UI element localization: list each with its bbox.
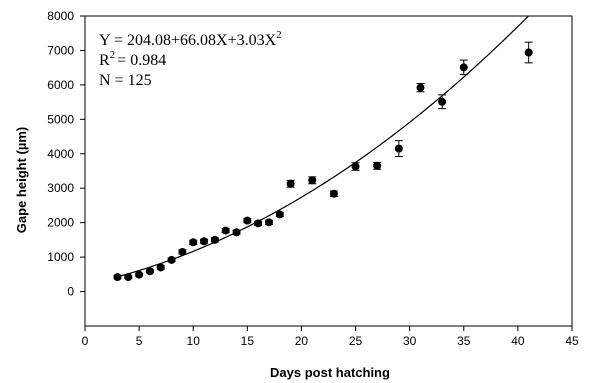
y-tick-label: 4000 [47, 147, 74, 161]
data-point [178, 247, 187, 256]
data-point [416, 83, 425, 92]
data-point [221, 226, 230, 235]
data-point [124, 273, 133, 282]
axes: 0 5 10 15 20 25 30 35 40 45 0 1000 2000 3000 4000 5000 6… [47, 9, 579, 348]
equation-text: Y = 204.08+66.08X+3.03X2 [99, 29, 282, 49]
y-tick-label: 0 [67, 285, 74, 299]
data-point [156, 263, 165, 272]
x-tick-label: 25 [349, 334, 363, 348]
y-tick-label: 1000 [47, 250, 74, 264]
y-tick-label: 8000 [47, 9, 74, 23]
x-tick-label: 35 [457, 334, 471, 348]
r-squared-text: R2 = 0.984 [99, 49, 166, 69]
fit-curve [117, 15, 530, 278]
data-point [254, 219, 263, 228]
data-point [189, 238, 198, 247]
x-axis-title: Days post hatching [270, 365, 390, 380]
data-point [210, 235, 219, 244]
data-point [232, 228, 241, 237]
y-tick-label: 6000 [47, 78, 74, 92]
data-point [524, 48, 533, 57]
data-point [329, 189, 338, 198]
data-point [264, 218, 273, 227]
y-axis-title: Gape height (µm) [14, 127, 29, 233]
plot-area [113, 15, 533, 282]
y-tick-label: 5000 [47, 112, 74, 126]
data-point [308, 176, 317, 185]
y-tick-label: 2000 [47, 216, 74, 230]
x-tick-label: 40 [511, 334, 525, 348]
x-tick-label: 5 [136, 334, 143, 348]
y-tick-label: 7000 [47, 43, 74, 57]
data-point [373, 161, 382, 170]
x-tick-label: 30 [403, 334, 417, 348]
data-point [351, 162, 360, 171]
data-point [275, 210, 284, 219]
y-tick-label: 3000 [47, 181, 74, 195]
data-point [438, 97, 447, 106]
sample-size-text: N = 125 [99, 72, 152, 89]
data-point [200, 237, 209, 246]
x-tick-label: 0 [82, 334, 89, 348]
data-point [459, 63, 468, 72]
x-tick-label: 45 [565, 334, 579, 348]
plot-frame [84, 15, 573, 327]
data-point [394, 144, 403, 153]
data-point [135, 270, 144, 279]
fit-annotation: Y = 204.08+66.08X+3.03X2 R2 = 0.984 N = 1… [99, 29, 282, 89]
data-point [243, 216, 252, 225]
x-tick-label: 15 [241, 334, 255, 348]
data-point [286, 179, 295, 188]
x-tick-label: 10 [187, 334, 201, 348]
data-point [113, 273, 122, 282]
x-tick-label: 20 [295, 334, 309, 348]
data-point [145, 267, 154, 276]
data-point [167, 255, 176, 264]
